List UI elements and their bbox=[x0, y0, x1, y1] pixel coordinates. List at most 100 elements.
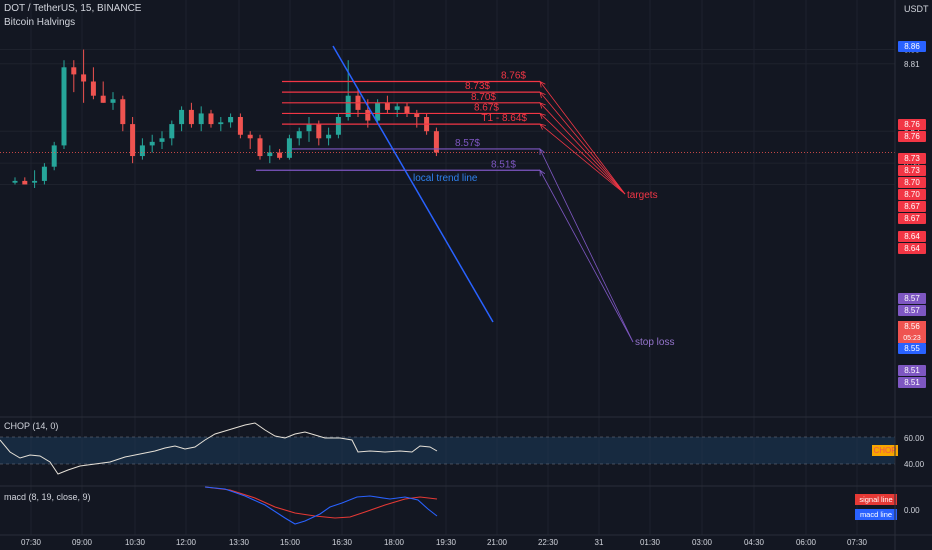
price-badge bbox=[898, 165, 926, 176]
price-badge-text: 8.64 bbox=[904, 232, 920, 241]
chop-pane-title[interactable]: CHOP (14, 0) bbox=[4, 421, 59, 431]
time-axis-tick: 19:30 bbox=[436, 538, 457, 547]
price-badge bbox=[898, 213, 926, 224]
candle-body bbox=[237, 117, 243, 135]
candle-body bbox=[61, 67, 67, 146]
candle-body bbox=[316, 124, 322, 139]
chop-badge-text: CHOP bbox=[873, 446, 896, 455]
targets-label: targets bbox=[627, 190, 658, 201]
candle-body bbox=[286, 138, 292, 158]
price-badge bbox=[898, 293, 926, 304]
candle-body bbox=[100, 95, 106, 103]
level-label: T1 - 8.64$ bbox=[481, 113, 527, 124]
current-price-badge bbox=[898, 321, 926, 343]
candle-body bbox=[247, 134, 253, 139]
time-axis-tick: 07:30 bbox=[21, 538, 42, 547]
trend-line bbox=[332, 45, 494, 323]
time-axis-tick: 10:30 bbox=[125, 538, 146, 547]
time-axis-tick: 31 bbox=[595, 538, 604, 547]
price-badge bbox=[898, 41, 926, 52]
candle-body bbox=[257, 138, 263, 157]
arrow-head bbox=[539, 123, 546, 130]
price-badge-text: 8.51 bbox=[904, 378, 920, 387]
chop-axis-tick: 60.00 bbox=[904, 434, 925, 443]
time-axis-tick: 07:30 bbox=[847, 538, 868, 547]
candle-body bbox=[433, 131, 439, 153]
macd-pane-title[interactable]: macd (8, 19, close, 9) bbox=[4, 492, 91, 502]
price-badge-text: 8.64 bbox=[904, 244, 920, 253]
price-badge-text: 8.67 bbox=[904, 214, 920, 223]
currency-label: USDT bbox=[904, 4, 929, 14]
macd-badge bbox=[855, 509, 897, 520]
level-label: 8.57$ bbox=[455, 138, 480, 149]
stop-loss-label: stop loss bbox=[635, 337, 674, 348]
arrow-head bbox=[539, 80, 546, 88]
candle-body bbox=[208, 113, 214, 125]
candle-body bbox=[149, 141, 155, 146]
price-badge-text: 8.67 bbox=[904, 202, 920, 211]
price-badge-text: 8.73 bbox=[904, 154, 920, 163]
time-axis-tick: 04:30 bbox=[744, 538, 765, 547]
current-price-text: 8.56 bbox=[904, 322, 920, 331]
candle-body bbox=[218, 122, 224, 125]
arrow-line bbox=[539, 113, 626, 195]
chop-band bbox=[0, 437, 895, 464]
macd-line bbox=[204, 486, 438, 525]
price-badge bbox=[898, 189, 926, 200]
symbol-title[interactable]: DOT / TetherUS, 15, BINANCE bbox=[4, 3, 142, 14]
chop-badge bbox=[872, 445, 898, 456]
candle-body bbox=[81, 74, 87, 82]
level-label: 8.73$ bbox=[465, 81, 490, 92]
level-label: 8.76$ bbox=[501, 71, 526, 82]
time-axis-tick: 09:00 bbox=[72, 538, 93, 547]
trend-line-label: local trend line bbox=[413, 173, 478, 184]
arrow-head bbox=[539, 102, 546, 109]
candle-body bbox=[159, 138, 165, 142]
price-badge bbox=[898, 343, 926, 354]
arrow-line bbox=[539, 170, 634, 343]
candle-body bbox=[71, 67, 77, 75]
candle-body bbox=[130, 124, 136, 157]
indicator-title[interactable]: Bitcoin Halvings bbox=[4, 17, 76, 28]
macd-axis-tick: 0.00 bbox=[904, 506, 920, 515]
candle-body bbox=[414, 113, 420, 117]
price-badge-text: 8.57 bbox=[904, 294, 920, 303]
price-badge-text: 8.55 bbox=[904, 344, 920, 353]
candle-body bbox=[365, 109, 371, 121]
time-axis-tick: 03:00 bbox=[692, 538, 713, 547]
candle-body bbox=[394, 106, 400, 110]
candle-body bbox=[375, 102, 381, 121]
time-axis-tick: 06:00 bbox=[796, 538, 817, 547]
price-badge bbox=[898, 153, 926, 164]
candle-body bbox=[179, 109, 185, 125]
time-axis-tick: 13:30 bbox=[229, 538, 250, 547]
candle-body bbox=[335, 117, 341, 135]
arrow-line bbox=[539, 123, 626, 195]
candle-body bbox=[228, 117, 234, 123]
time-axis-tick: 16:30 bbox=[332, 538, 353, 547]
price-badge-text: 8.73 bbox=[904, 166, 920, 175]
price-badge bbox=[898, 119, 926, 130]
candle-body bbox=[404, 106, 410, 114]
signal-badge bbox=[855, 494, 897, 505]
time-axis-tick: 22:30 bbox=[538, 538, 559, 547]
arrow-head bbox=[539, 148, 545, 155]
time-axis-tick: 18:00 bbox=[384, 538, 405, 547]
candle-body bbox=[90, 81, 96, 96]
arrow-head bbox=[539, 169, 546, 177]
price-badge-text: 8.57 bbox=[904, 306, 920, 315]
level-label: 8.70$ bbox=[471, 92, 496, 103]
price-badge-text: 8.76 bbox=[904, 120, 920, 129]
price-badge bbox=[898, 231, 926, 242]
candle-body bbox=[12, 180, 18, 183]
candle-body bbox=[188, 109, 194, 125]
macd-badge-text: macd line bbox=[860, 510, 892, 519]
candle-body bbox=[139, 145, 145, 157]
candle-body bbox=[267, 152, 273, 157]
countdown-text: 05:23 bbox=[903, 335, 921, 342]
candle-body bbox=[51, 145, 57, 167]
price-badge bbox=[898, 365, 926, 376]
candle-body bbox=[306, 124, 312, 132]
